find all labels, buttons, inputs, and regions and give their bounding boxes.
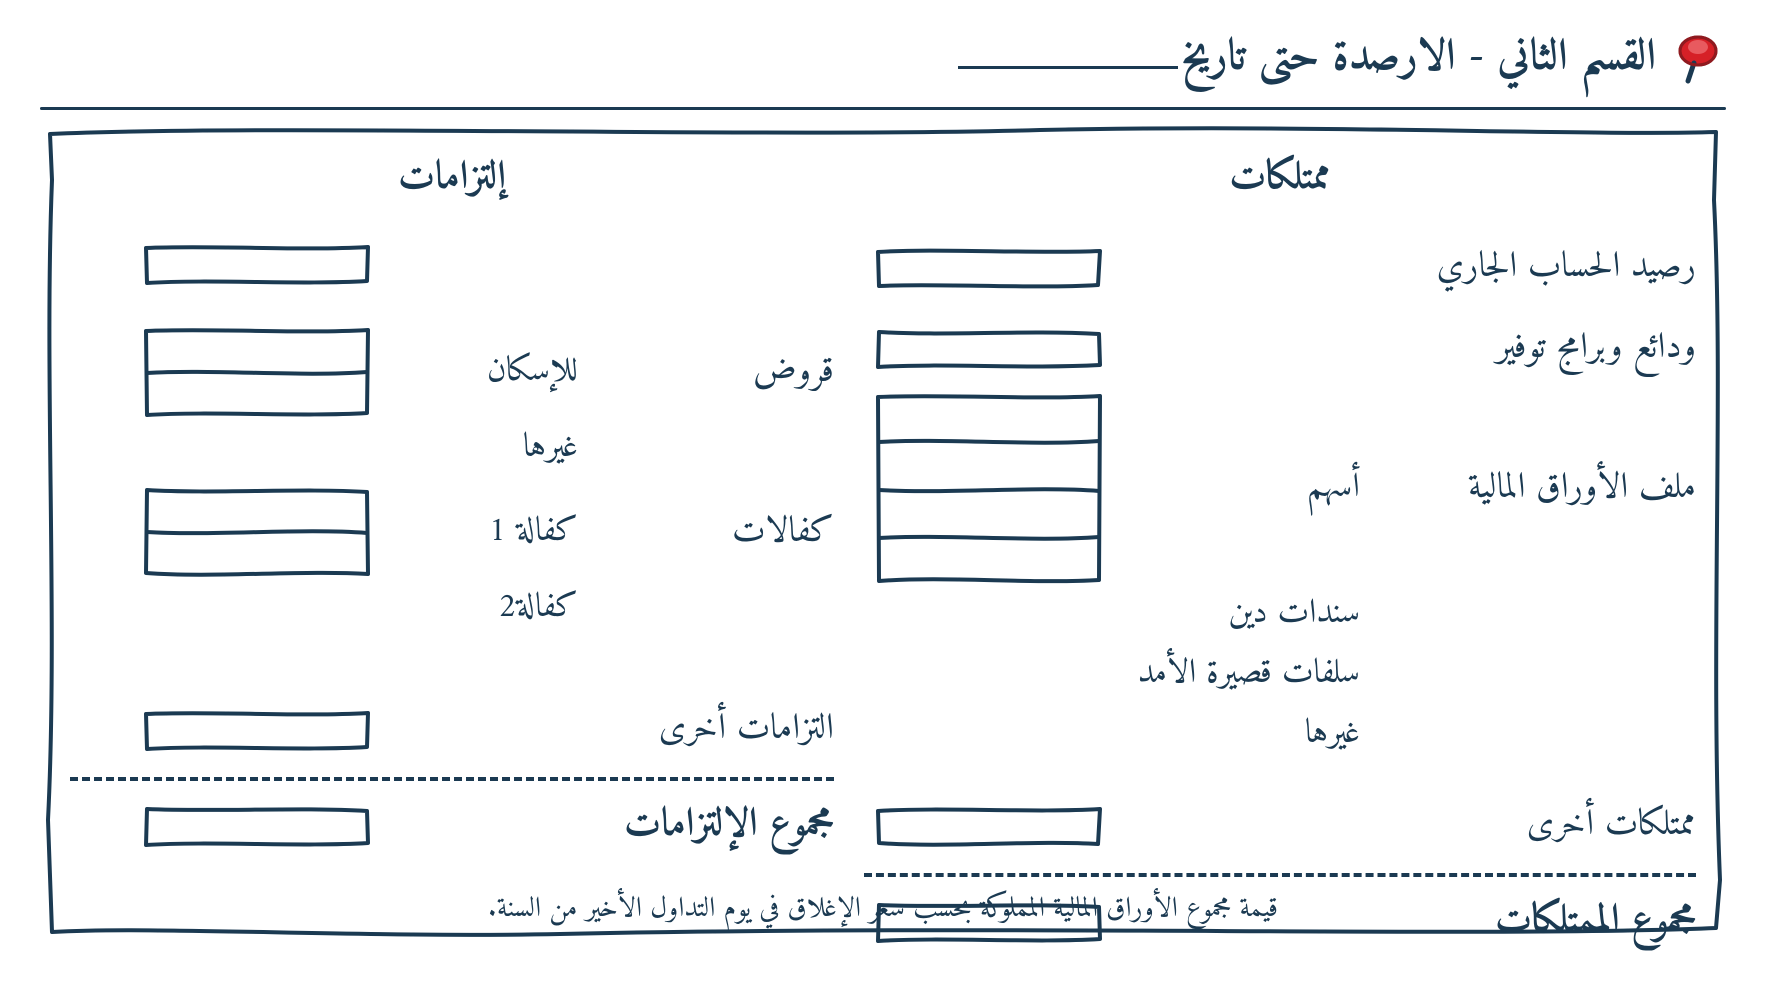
label-guarantees: كفالات bbox=[584, 501, 834, 564]
assets-heading: ممتلكات bbox=[864, 144, 1696, 214]
liabilities-column: إلتزامات قروض للإسكان bbox=[70, 138, 834, 957]
input-liab-blank[interactable] bbox=[142, 242, 372, 286]
asset-row-securities-head: ملف الأوراق المالية أسهم bbox=[864, 392, 1696, 584]
date-blank[interactable] bbox=[958, 47, 1178, 69]
liab-row-other: التزامات أخرى bbox=[70, 698, 834, 761]
input-current-account[interactable] bbox=[874, 246, 1104, 290]
liab-row-loans: قروض للإسكان bbox=[70, 326, 834, 418]
label-deposits: ودائع وبرامج توفير bbox=[1376, 317, 1696, 380]
input-guarantees-stack[interactable] bbox=[142, 486, 372, 578]
label-loans-housing: للإسكان bbox=[378, 342, 578, 402]
label-g1: كفالة 1 bbox=[378, 502, 578, 562]
label-shares: أسهم bbox=[1110, 458, 1370, 518]
assets-column: ممتلكات رصيد الحساب الجاري ودائع وبرامج … bbox=[864, 138, 1696, 957]
form-frame: ممتلكات رصيد الحساب الجاري ودائع وبرامج … bbox=[40, 120, 1726, 940]
label-current-account: رصيد الحساب الجاري bbox=[1376, 236, 1696, 299]
label-other-assets: ممتلكات أخرى bbox=[1376, 794, 1696, 857]
label-securities: ملف الأوراق المالية bbox=[1376, 457, 1696, 520]
form-content: ممتلكات رصيد الحساب الجاري ودائع وبرامج … bbox=[70, 138, 1696, 932]
liabilities-heading: إلتزامات bbox=[70, 144, 834, 214]
liab-row-total: مجموع الإلتزامات bbox=[70, 791, 834, 861]
asset-row-current: رصيد الحساب الجاري bbox=[864, 236, 1696, 299]
liab-row-g2: كفالة2 bbox=[70, 578, 834, 638]
input-other-assets[interactable] bbox=[874, 804, 1104, 848]
header: القسم الثاني - الارصدة حتى تاريخ bbox=[40, 20, 1726, 97]
liab-row-loans-other: غيرها bbox=[70, 418, 834, 478]
asset-row-sec-other: غيرها bbox=[864, 704, 1696, 764]
input-securities-stack[interactable] bbox=[874, 392, 1104, 584]
label-total-liab: مجموع الإلتزامات bbox=[378, 791, 834, 861]
input-total-liab[interactable] bbox=[142, 804, 372, 848]
input-deposits[interactable] bbox=[874, 327, 1104, 371]
asset-row-bonds: سندات دين bbox=[864, 584, 1696, 644]
asset-row-shortterm: سلفات قصيرة الأمد bbox=[864, 644, 1696, 704]
liab-row-guarantees: كفالات كفالة 1 bbox=[70, 486, 834, 578]
title-text: القسم الثاني - الارصدة حتى تاريخ bbox=[1182, 20, 1657, 97]
asset-row-deposits: ودائع وبرامج توفير bbox=[864, 317, 1696, 380]
page-container: القسم الثاني - الارصدة حتى تاريخ ممتلكات… bbox=[0, 0, 1766, 981]
label-liab-other: التزامات أخرى bbox=[378, 698, 834, 761]
label-loans: قروض bbox=[584, 341, 834, 404]
input-loans-stack[interactable] bbox=[142, 326, 372, 418]
asset-row-other: ممتلكات أخرى bbox=[864, 794, 1696, 857]
page-title: القسم الثاني - الارصدة حتى تاريخ bbox=[958, 20, 1657, 97]
label-g2: كفالة2 bbox=[378, 578, 578, 638]
title-underline bbox=[40, 107, 1726, 110]
pin-icon bbox=[1670, 31, 1726, 87]
label-shortterm: سلفات قصيرة الأمد bbox=[1110, 644, 1370, 704]
liab-separator bbox=[70, 777, 834, 781]
assets-separator bbox=[864, 873, 1696, 877]
input-liab-other[interactable] bbox=[142, 708, 372, 752]
label-bonds: سندات دين bbox=[1110, 584, 1370, 644]
label-sec-other: غيرها bbox=[1110, 704, 1370, 764]
footnote: قيمة مجموع الأوراق المالية المملوكة بحسب… bbox=[70, 885, 1696, 934]
label-loans-other: غيرها bbox=[378, 418, 578, 478]
liab-row-blank-top bbox=[70, 236, 834, 292]
